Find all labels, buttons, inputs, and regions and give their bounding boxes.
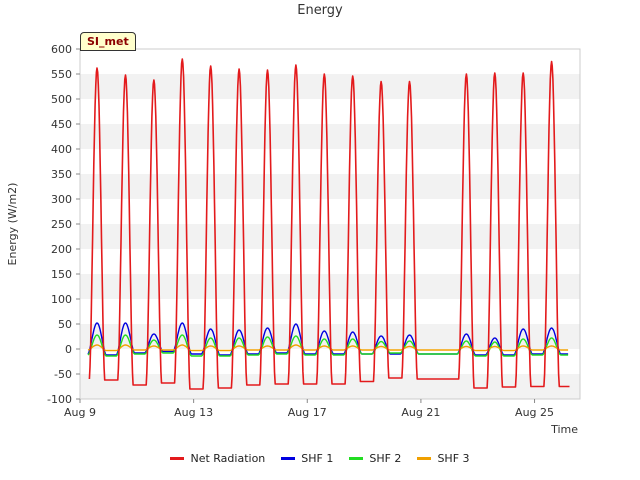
x-tick-label: Aug 21 (401, 406, 440, 419)
legend-item: SHF 2 (349, 452, 401, 465)
legend-label: SHF 2 (369, 452, 402, 465)
series-line-net-radiation (88, 58, 570, 390)
series-layer (87, 58, 570, 390)
grid-band (80, 174, 580, 199)
y-tick-label: -100 (47, 393, 72, 406)
grid-band (80, 124, 580, 149)
x-axis-ticks: Aug 9 Aug 13 Aug 17 Aug 21 Aug 25 (64, 399, 554, 419)
x-tick-label: Aug 9 (64, 406, 96, 419)
x-tick-label: Aug 13 (174, 406, 213, 419)
legend-label: SHF 3 (437, 452, 470, 465)
y-tick-label: 450 (51, 118, 72, 131)
y-axis-title: Energy (W/m2) (6, 183, 19, 266)
x-axis-title: Time (550, 423, 578, 436)
grid-band (80, 224, 580, 249)
legend: Net Radiation SHF 1 SHF 2 SHF 3 (0, 452, 640, 465)
legend-swatch (349, 457, 364, 460)
y-tick-label: -50 (54, 368, 72, 381)
legend-item: Net Radiation (170, 452, 265, 465)
legend-item: SHF 1 (281, 452, 333, 465)
legend-swatch (281, 457, 296, 460)
legend-label: SHF 1 (301, 452, 334, 465)
series-line-shf-3 (87, 344, 569, 352)
chart-title: Energy (297, 3, 343, 18)
y-tick-label: 550 (51, 68, 72, 81)
y-tick-label: 200 (51, 243, 72, 256)
y-axis-ticks: -100 -50 0 50 100 150 200 250 300 350 400 450 500 550… (47, 43, 80, 406)
series-line-shf-2 (87, 334, 569, 357)
y-tick-label: 600 (51, 43, 72, 56)
y-tick-label: 500 (51, 93, 72, 106)
y-tick-label: 250 (51, 218, 72, 231)
legend-swatch (417, 457, 432, 460)
legend-label: Net Radiation (190, 452, 266, 465)
y-tick-label: 400 (51, 143, 72, 156)
y-tick-label: 0 (65, 343, 72, 356)
series-line-shf-1 (87, 322, 569, 356)
y-tick-label: 50 (58, 318, 72, 331)
y-tick-label: 100 (51, 293, 72, 306)
grid-band (80, 374, 580, 399)
y-tick-label: 350 (51, 168, 72, 181)
legend-swatch (170, 457, 185, 460)
x-tick-label: Aug 25 (515, 406, 554, 419)
site-label-badge: SI_met (80, 32, 136, 51)
y-tick-label: 300 (51, 193, 72, 206)
y-tick-label: 150 (51, 268, 72, 281)
x-tick-label: Aug 17 (288, 406, 327, 419)
legend-item: SHF 3 (417, 452, 470, 465)
